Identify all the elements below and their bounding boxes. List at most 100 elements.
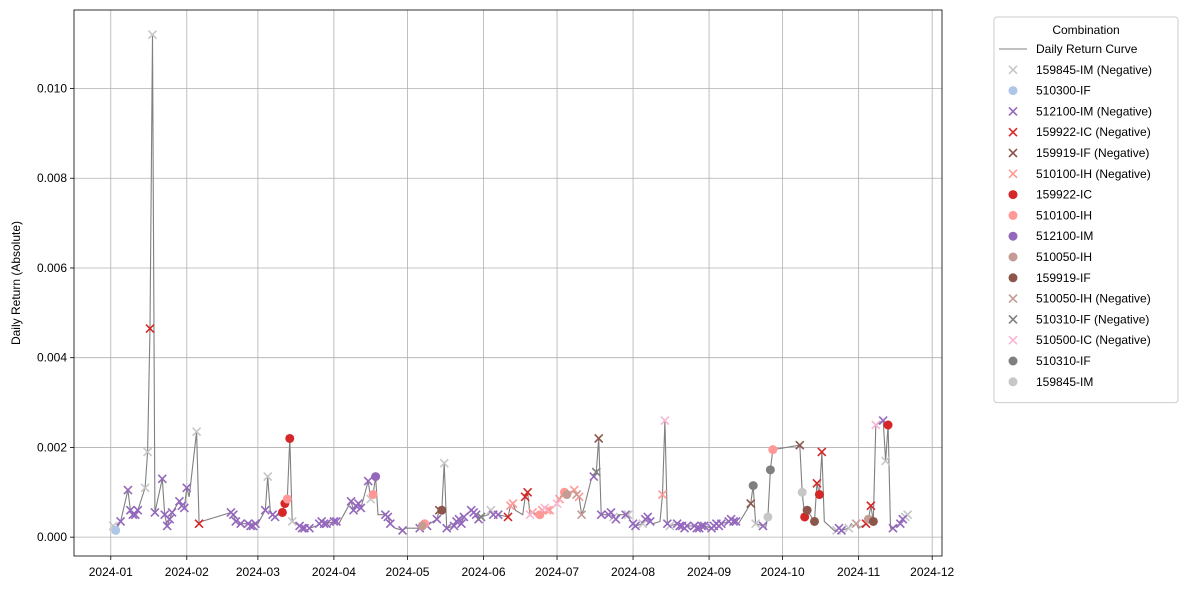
data-point xyxy=(437,505,447,515)
data-point xyxy=(630,521,641,531)
data-point xyxy=(162,521,172,531)
series-group xyxy=(476,467,601,522)
daily-return-curve-layer xyxy=(112,34,909,532)
data-point xyxy=(442,523,452,533)
x-stroke xyxy=(263,472,273,482)
x-stroke xyxy=(731,516,741,527)
data-point xyxy=(142,447,153,457)
data-point xyxy=(329,516,339,527)
x-stroke xyxy=(594,433,604,444)
data-point xyxy=(123,485,133,495)
y-axis-ticks: 0.000 0.002 0.004 0.006 0.008 0.010 xyxy=(37,82,74,544)
data-point xyxy=(851,519,861,529)
x-stroke xyxy=(1008,169,1018,179)
x-stroke xyxy=(878,415,888,426)
series-group xyxy=(748,465,775,491)
data-point xyxy=(368,490,378,500)
legend-entry-label: Daily Return Curve xyxy=(1036,42,1138,56)
x-stroke xyxy=(881,456,891,466)
data-point xyxy=(194,519,204,529)
data-point xyxy=(643,512,653,522)
data-point xyxy=(192,427,202,437)
x-stroke xyxy=(142,447,153,457)
x-stroke xyxy=(1008,65,1018,75)
data-point xyxy=(716,519,726,529)
x-stroke xyxy=(353,498,363,509)
data-point xyxy=(260,505,270,515)
x-tick-label: 2024-07 xyxy=(535,565,579,579)
x-stroke xyxy=(123,485,133,495)
legend-entry-label: 159919-IF (Negative) xyxy=(1036,146,1149,160)
x-stroke xyxy=(638,519,648,529)
data-point xyxy=(883,420,893,430)
x-stroke xyxy=(682,521,692,531)
data-point xyxy=(814,490,824,500)
data-point xyxy=(699,521,709,531)
legend-entry-label: 510100-IH xyxy=(1036,208,1092,222)
y-tick-label: 0.000 xyxy=(37,530,67,544)
data-point xyxy=(245,521,256,531)
legend-entry-label: 510050-IH (Negative) xyxy=(1036,292,1151,306)
data-point xyxy=(371,472,381,482)
x-stroke xyxy=(836,525,847,535)
data-point xyxy=(540,503,550,513)
x-stroke xyxy=(363,476,373,486)
data-point xyxy=(449,521,459,531)
x-stroke xyxy=(476,512,486,522)
x-tick-label: 2024-05 xyxy=(385,565,429,579)
x-stroke xyxy=(569,485,579,495)
data-point xyxy=(572,489,582,500)
x-stroke xyxy=(1008,148,1018,158)
legend-swatch-marker xyxy=(1008,127,1018,137)
x-stroke xyxy=(321,519,332,529)
x-stroke xyxy=(523,487,533,497)
data-point xyxy=(319,519,329,529)
data-point xyxy=(523,487,533,497)
data-point xyxy=(486,505,496,515)
x-tick-label: 2024-02 xyxy=(165,565,209,579)
x-stroke xyxy=(1008,294,1018,304)
data-point xyxy=(621,510,631,520)
legend-swatch-marker xyxy=(1008,86,1018,96)
data-point xyxy=(282,494,292,504)
data-point xyxy=(130,510,140,520)
data-point xyxy=(809,516,819,526)
x-stroke xyxy=(192,427,202,437)
x-stroke xyxy=(194,519,204,529)
data-point xyxy=(657,489,668,500)
data-point xyxy=(353,498,363,509)
x-stroke xyxy=(630,521,641,531)
data-point xyxy=(844,523,854,533)
legend-entry-label: 510050-IH xyxy=(1036,250,1092,264)
y-tick-label: 0.010 xyxy=(37,82,67,96)
data-point xyxy=(871,420,881,430)
x-stroke xyxy=(456,519,466,529)
x-stroke xyxy=(133,505,143,515)
x-stroke xyxy=(270,512,280,522)
x-stroke xyxy=(329,516,339,527)
x-stroke xyxy=(304,523,314,533)
y-tick-label: 0.006 xyxy=(37,261,67,275)
data-point xyxy=(576,510,587,520)
data-point xyxy=(356,503,366,513)
x-stroke xyxy=(1008,335,1018,345)
data-point xyxy=(535,510,545,520)
legend-entry-label: 159922-IC (Negative) xyxy=(1036,125,1151,139)
legend-entry-label: 512100-IM (Negative) xyxy=(1036,104,1152,118)
x-tick-label: 2024-04 xyxy=(312,565,356,579)
data-point xyxy=(454,514,464,524)
data-point xyxy=(231,516,241,527)
data-point xyxy=(228,510,238,520)
y-tick-label: 0.002 xyxy=(37,440,67,454)
data-point xyxy=(263,472,273,482)
legend-entry-label: 159922-IC xyxy=(1036,188,1092,202)
x-stroke xyxy=(525,510,535,520)
legend-entry-label: 159845-IM (Negative) xyxy=(1036,63,1152,77)
x-stroke xyxy=(348,505,359,515)
data-point xyxy=(746,498,756,509)
data-point xyxy=(520,492,530,502)
x-stroke xyxy=(888,523,898,533)
data-point xyxy=(795,440,805,450)
x-stroke xyxy=(231,516,241,527)
data-point xyxy=(895,519,905,529)
